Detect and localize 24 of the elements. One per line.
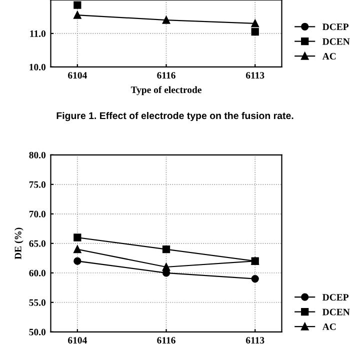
y-tick-label: 11.0 <box>30 30 46 37</box>
x-tick-label: 6113 <box>246 337 264 344</box>
x-tick-label: 6113 <box>246 72 264 79</box>
caption: Figure 1. Effect of electrode type on the fusion rate. <box>56 112 294 122</box>
y-tick-label: 80.0 <box>29 152 46 158</box>
legend-label: DCEP <box>322 294 349 301</box>
y-tick-label: 55.0 <box>29 299 46 306</box>
y-axis-title: DE (%) <box>14 228 24 260</box>
x-tick-label: 6116 <box>157 72 176 79</box>
x-axis-title: Type of electrode <box>130 86 202 96</box>
y-tick-label: 60.0 <box>29 270 46 276</box>
legend-label: AC <box>322 323 336 330</box>
x-tick-label: 6104 <box>68 337 87 344</box>
legend-label: DCEN <box>322 38 350 45</box>
y-tick-label: 65.0 <box>29 240 46 247</box>
legend-label: DCEP <box>322 24 349 30</box>
y-tick-label: 75.0 <box>29 181 46 188</box>
y-tick-label: 70.0 <box>29 210 46 218</box>
y-tick-label: 50.0 <box>29 328 46 336</box>
y-tick-label: 10.0 <box>30 64 46 70</box>
legend-label: AC <box>322 53 336 60</box>
legend-label: DCEN <box>322 308 350 316</box>
x-tick-label: 6104 <box>68 72 87 79</box>
x-tick-label: 6116 <box>157 337 176 344</box>
